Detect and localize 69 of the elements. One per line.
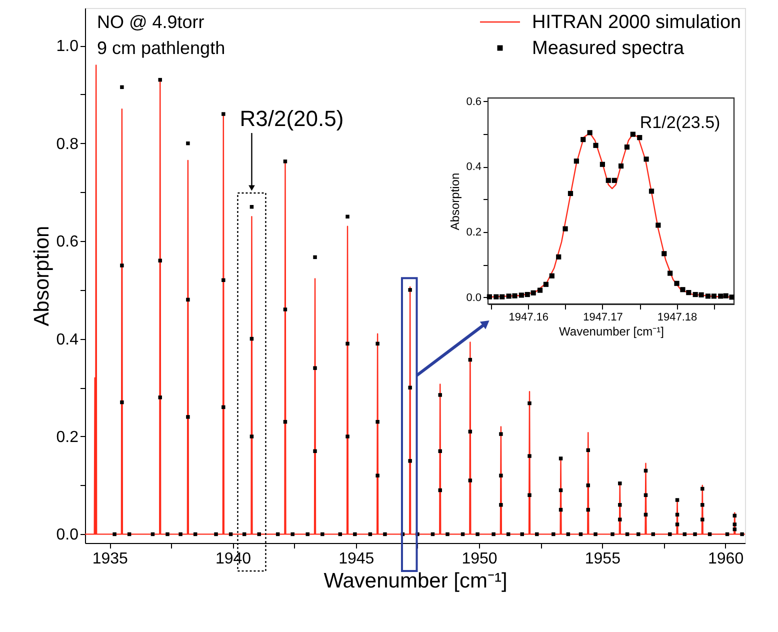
x-tick-label: 1950 bbox=[462, 550, 498, 568]
point bbox=[500, 294, 505, 300]
point bbox=[668, 270, 673, 276]
point bbox=[486, 294, 492, 300]
point bbox=[562, 226, 568, 232]
point bbox=[530, 290, 536, 296]
y-axis-title: Absorption bbox=[30, 226, 54, 326]
x-axis-title: Wavenumber [cm⁻¹] bbox=[559, 324, 664, 338]
y-tick-label: 1.0 bbox=[56, 38, 79, 56]
point bbox=[686, 290, 692, 296]
point bbox=[718, 294, 724, 299]
point bbox=[600, 162, 605, 167]
point bbox=[711, 294, 716, 299]
y-tick-label: 0.6 bbox=[466, 96, 482, 108]
annotation: NO @ 4.9torr bbox=[97, 12, 204, 32]
point bbox=[549, 273, 554, 278]
point bbox=[587, 130, 592, 136]
point bbox=[568, 190, 574, 196]
point bbox=[512, 293, 518, 298]
x-tick-label: 1947.18 bbox=[657, 312, 698, 324]
point bbox=[648, 188, 654, 194]
x-tick-label: 1935 bbox=[92, 550, 128, 568]
point bbox=[680, 287, 686, 292]
point bbox=[637, 135, 642, 140]
y-tick-label: 0.2 bbox=[466, 226, 482, 239]
y-tick-label: 0.2 bbox=[56, 428, 79, 446]
point bbox=[556, 254, 562, 260]
legend-label: Measured spectra bbox=[532, 38, 685, 59]
x-tick-label: 1960 bbox=[708, 550, 744, 568]
point bbox=[612, 178, 617, 183]
y-tick-label: 0.6 bbox=[56, 234, 79, 251]
y-axis-title: Absorption bbox=[448, 172, 462, 230]
point bbox=[674, 280, 680, 286]
x-axis-title: Wavenumber [cm⁻¹] bbox=[324, 570, 508, 592]
point bbox=[662, 251, 667, 256]
y-tick-label: 0.8 bbox=[56, 136, 79, 153]
point bbox=[518, 292, 524, 298]
point bbox=[644, 156, 649, 162]
annotation: 9 cm pathlength bbox=[97, 38, 226, 58]
point bbox=[692, 292, 698, 298]
x-tick-label: 1940 bbox=[215, 550, 252, 568]
point bbox=[524, 292, 530, 298]
x-tick-label: 1955 bbox=[584, 550, 621, 568]
point bbox=[618, 163, 624, 169]
x-tick-label: 1947.16 bbox=[508, 312, 549, 324]
x-tick-label: 1947.17 bbox=[583, 312, 623, 324]
point bbox=[494, 294, 499, 300]
y-tick-label: 0.4 bbox=[466, 161, 482, 174]
annotation: R3/2(20.5) bbox=[240, 106, 344, 131]
point bbox=[574, 158, 579, 164]
point bbox=[698, 292, 704, 298]
point bbox=[705, 294, 711, 299]
point bbox=[593, 142, 598, 148]
point bbox=[543, 282, 549, 287]
point bbox=[630, 132, 636, 137]
y-tick-label: 0.0 bbox=[466, 292, 482, 304]
point bbox=[624, 144, 630, 150]
annotation: R1/2(23.5) bbox=[640, 112, 720, 132]
point bbox=[537, 288, 543, 293]
point bbox=[656, 222, 661, 228]
legend-label: HITRAN 2000 simulation bbox=[532, 12, 742, 33]
point bbox=[606, 178, 611, 183]
point bbox=[723, 293, 728, 298]
point bbox=[506, 294, 512, 299]
y-tick-label: 0.4 bbox=[56, 331, 79, 348]
x-tick-label: 1945 bbox=[338, 550, 374, 568]
point bbox=[729, 294, 734, 300]
y-tick-label: 0.0 bbox=[56, 526, 79, 544]
point bbox=[580, 136, 586, 142]
